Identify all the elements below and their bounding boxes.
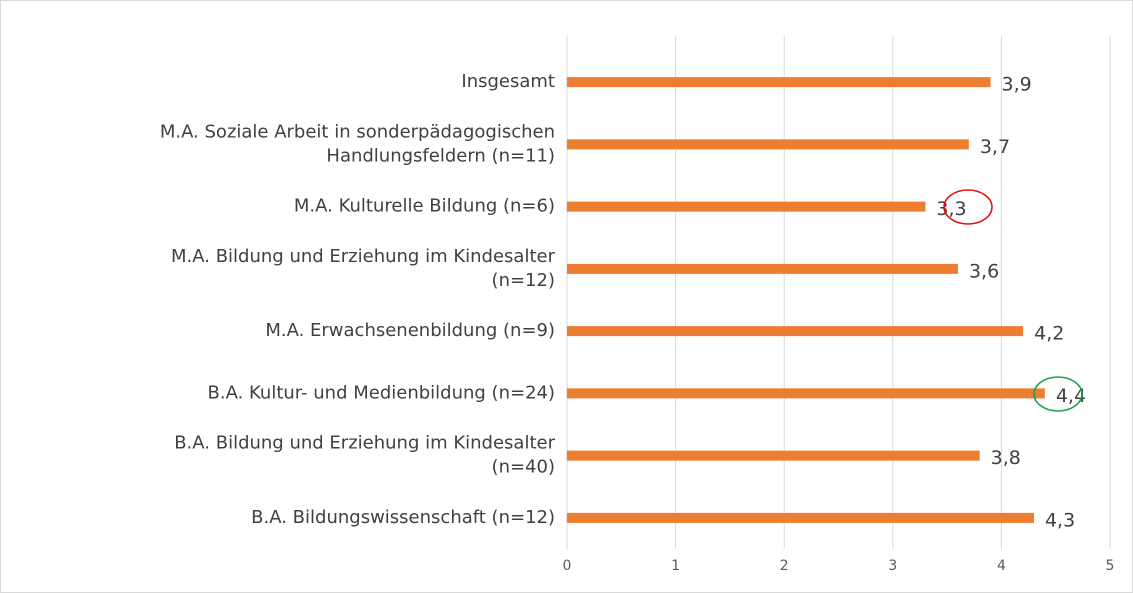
value-label: 3,3 bbox=[936, 198, 966, 220]
category-label: B.A. Bildungswissenschaft (n=12) bbox=[251, 507, 555, 528]
x-tick-label: 1 bbox=[671, 558, 680, 574]
x-tick-label: 3 bbox=[888, 558, 897, 574]
bar bbox=[567, 77, 991, 88]
highlight-circle bbox=[1033, 376, 1083, 412]
bar bbox=[567, 326, 1024, 337]
x-tick-label: 0 bbox=[563, 558, 572, 574]
plot: Insgesamt 3,9 M.A. Soziale Arbeit in sonde… bbox=[160, 71, 1086, 531]
bar bbox=[567, 139, 969, 150]
bar bbox=[567, 512, 1034, 523]
bar bbox=[567, 201, 926, 212]
category-label: M.A. Erwachsenenbildung (n=9) bbox=[265, 320, 555, 341]
value-label: 3,7 bbox=[980, 136, 1010, 158]
value-label: 4,4 bbox=[1056, 385, 1086, 407]
category-label: B.A. Kultur- und Medienbildung (n=24) bbox=[208, 382, 556, 403]
x-tick-label: 5 bbox=[1106, 558, 1115, 574]
bar bbox=[567, 388, 1045, 399]
value-label: 4,3 bbox=[1045, 509, 1075, 531]
category-label: M.A. Bildung und Erziehung im Kindesalte… bbox=[171, 246, 556, 291]
x-tick-label: 2 bbox=[780, 558, 789, 574]
category-label: M.A. Soziale Arbeit in sonderpädagogisch… bbox=[160, 121, 555, 166]
category-label: Insgesamt bbox=[461, 71, 555, 92]
grid: 0 1 2 3 4 5 bbox=[563, 36, 1115, 574]
category-label: M.A. Kulturelle Bildung (n=6) bbox=[294, 196, 555, 217]
bar bbox=[567, 263, 958, 274]
value-label: 3,9 bbox=[1002, 74, 1032, 96]
value-label: 3,8 bbox=[991, 447, 1021, 469]
value-label: 4,2 bbox=[1034, 323, 1064, 345]
x-tick-label: 4 bbox=[997, 558, 1006, 574]
value-label: 3,6 bbox=[969, 260, 999, 282]
bar bbox=[567, 450, 980, 461]
category-label: B.A. Bildung und Erziehung im Kindesalte… bbox=[174, 433, 555, 478]
highlight-circle bbox=[943, 189, 993, 225]
